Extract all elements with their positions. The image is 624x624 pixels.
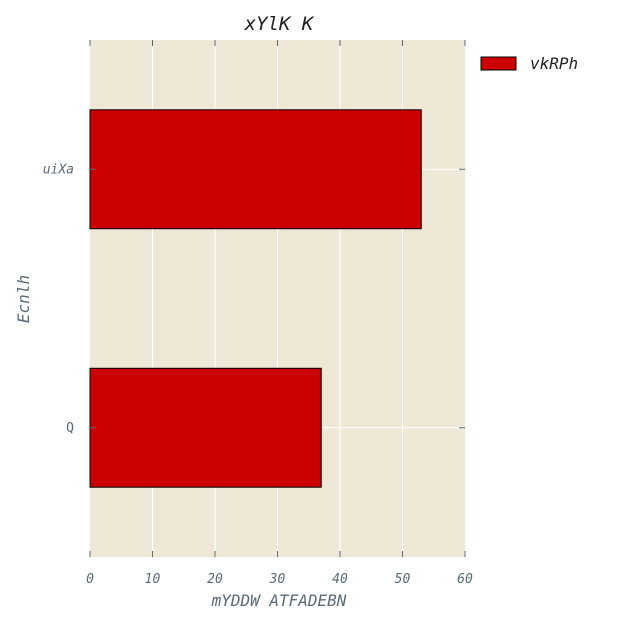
bar: [89, 109, 422, 230]
y-axis-label: Ecnlh: [14, 275, 33, 323]
x-tick-labels: 0 10 20 30 40 50 60: [86, 572, 473, 587]
legend-label: vkRPh: [530, 54, 578, 73]
x-axis-label: mYDDW ATFADEBN: [211, 591, 347, 610]
tick-marks: [89, 40, 466, 557]
x-tick-label: 50: [395, 572, 411, 587]
x-tick-label: 20: [207, 572, 223, 587]
x-tick-label: 30: [269, 572, 286, 587]
y-tick-label: Q: [66, 421, 74, 436]
x-tick-label: 0: [86, 572, 94, 587]
y-tick-label: uiXa: [43, 162, 74, 177]
bar: [89, 367, 322, 488]
bars: [89, 109, 422, 488]
legend: vkRPh: [480, 54, 578, 73]
y-tick-labels: uiXa Q: [43, 162, 74, 436]
chart-title: xYlK K: [244, 13, 315, 35]
legend-swatch: [480, 56, 517, 71]
x-tick-label: 40: [332, 572, 348, 587]
x-tick-label: 60: [457, 572, 473, 587]
x-tick-label: 10: [145, 572, 161, 587]
